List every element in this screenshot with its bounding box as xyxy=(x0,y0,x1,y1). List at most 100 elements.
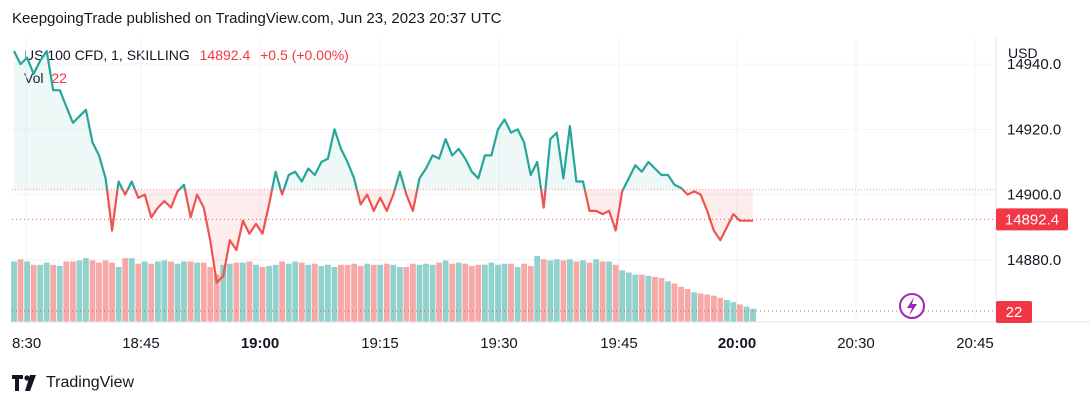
price-line-down xyxy=(105,189,753,284)
volume-bar xyxy=(240,262,246,322)
volume-bar xyxy=(43,262,50,322)
price-line-up xyxy=(13,49,685,190)
volume-bar xyxy=(697,293,704,322)
volume-bar xyxy=(70,261,76,322)
volume-bar xyxy=(187,261,194,322)
volume-bar xyxy=(266,265,272,322)
volume-bar xyxy=(717,297,724,322)
volume-bar xyxy=(482,264,488,322)
volume-bar xyxy=(737,304,743,322)
publish-caption: KeepgoingTrade published on TradingView.… xyxy=(12,10,502,27)
volume-bar xyxy=(488,262,495,322)
volume-bar xyxy=(704,294,711,322)
volume-bar xyxy=(586,262,593,322)
volume-bar xyxy=(652,276,658,322)
x-tick-label: 18:45 xyxy=(122,335,160,352)
volume-bar xyxy=(298,262,305,322)
volume-bar xyxy=(678,286,684,322)
volume-bar xyxy=(141,261,148,322)
volume-bar xyxy=(311,263,318,322)
volume-bar xyxy=(50,264,57,322)
symbol-name: US 100 CFD, 1, SKILLING xyxy=(24,47,190,63)
volume-bar xyxy=(305,264,312,322)
volume-bar xyxy=(109,262,115,322)
volume-bar xyxy=(253,264,259,322)
x-tick-label: 19:15 xyxy=(361,335,399,352)
volume-bar xyxy=(547,260,554,322)
volume-bar xyxy=(534,256,541,322)
volume-bar xyxy=(619,270,626,322)
volume-bar xyxy=(553,259,560,322)
volume-bar xyxy=(30,264,37,322)
volume-bar xyxy=(377,264,384,322)
price-chart[interactable]: 14940.0 14920.0 14900.0 14880.0 8:30 18:45 19:… xyxy=(0,0,1090,360)
volume-bar xyxy=(292,261,299,322)
x-tick-label: 20:45 xyxy=(956,335,994,352)
volume-bar xyxy=(540,259,547,322)
volume-bar xyxy=(743,306,750,322)
volume-bar xyxy=(37,264,44,322)
volume-bar xyxy=(102,260,109,322)
volume-bar xyxy=(606,261,612,322)
volume-bar xyxy=(658,278,665,322)
volume-bar xyxy=(259,267,266,322)
volume-bar xyxy=(370,264,377,322)
volume-bar xyxy=(684,289,691,322)
volume-bar xyxy=(364,263,371,322)
volume-value: 22 xyxy=(51,70,67,86)
volume-bar xyxy=(580,260,586,322)
lightning-bolt-icon xyxy=(907,297,917,316)
volume-bar xyxy=(279,261,285,322)
x-tick-label: 8:30 xyxy=(12,335,41,352)
volume-bar xyxy=(593,259,599,322)
volume-bar xyxy=(383,263,390,322)
volume-bar xyxy=(76,260,83,322)
volume-bar xyxy=(161,260,168,322)
volume-bar xyxy=(475,264,482,322)
volume-bar xyxy=(403,267,410,322)
tradingview-logo-icon xyxy=(12,375,36,391)
brand-name: TradingView xyxy=(46,374,135,391)
volume-bar xyxy=(671,283,678,322)
volume-bar xyxy=(351,263,357,322)
volume-bar xyxy=(625,272,632,322)
volume-bar xyxy=(508,263,514,322)
volume-bar xyxy=(181,261,187,322)
volume-bar xyxy=(638,274,645,322)
volume-bar xyxy=(148,263,155,322)
volume-bar xyxy=(89,260,96,322)
volume-bar xyxy=(436,262,442,322)
volume-bar xyxy=(128,258,135,322)
volume-bar xyxy=(331,267,338,322)
currency-label: USD xyxy=(1008,45,1038,61)
volume-bar xyxy=(423,263,429,322)
volume-bar xyxy=(449,263,456,322)
volume-bar xyxy=(416,264,423,322)
tradingview-brand[interactable]: TradingView xyxy=(12,374,134,392)
x-tick-label: 20:00 xyxy=(718,335,756,352)
volume-bar xyxy=(397,267,403,322)
volume-bar xyxy=(462,263,469,322)
volume-bar xyxy=(246,261,253,322)
volume-bar xyxy=(645,275,652,322)
volume-bar xyxy=(357,265,364,322)
volume-bar xyxy=(56,265,63,322)
price-badge: 14892.4 xyxy=(1005,211,1059,228)
volume-bar xyxy=(122,258,129,322)
volume-bar xyxy=(442,260,449,322)
volume-bar xyxy=(135,263,142,322)
volume-bar xyxy=(710,295,717,322)
volume-label: Vol xyxy=(24,70,44,86)
x-tick-label: 19:45 xyxy=(600,335,638,352)
volume-bar xyxy=(521,263,527,322)
volume-bar xyxy=(83,258,89,322)
volume-bar xyxy=(599,261,606,322)
volume-legend: Vol 22 xyxy=(24,70,67,86)
y-tick-label: 14920.0 xyxy=(1007,121,1061,138)
y-tick-label: 14880.0 xyxy=(1007,252,1061,269)
volume-bar xyxy=(390,264,397,322)
volume-bar xyxy=(213,274,220,322)
volume-bar xyxy=(96,262,102,322)
volume-bar xyxy=(194,262,200,322)
volume-bar xyxy=(750,308,756,322)
